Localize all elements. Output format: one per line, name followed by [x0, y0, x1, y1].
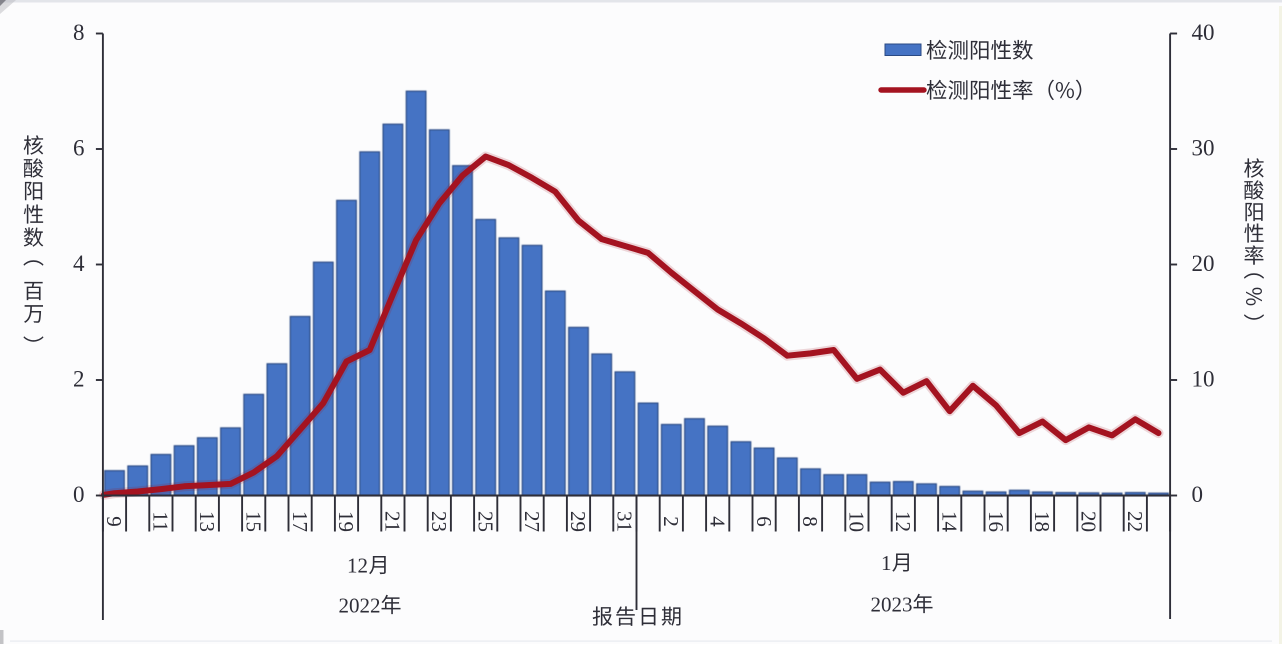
- svg-text:19: 19: [334, 511, 358, 532]
- svg-text:20: 20: [1077, 511, 1101, 532]
- svg-text:30: 30: [1192, 136, 1215, 161]
- svg-text:11: 11: [149, 511, 173, 531]
- svg-text:8: 8: [798, 516, 822, 527]
- svg-text:16: 16: [984, 511, 1008, 532]
- svg-text:13: 13: [195, 511, 219, 532]
- svg-text:31: 31: [613, 511, 637, 532]
- svg-text:2: 2: [659, 516, 683, 527]
- svg-text:2: 2: [73, 367, 85, 392]
- svg-text:25: 25: [473, 511, 497, 532]
- svg-text:12: 12: [347, 554, 368, 578]
- svg-text:23: 23: [427, 511, 451, 532]
- svg-text:8: 8: [73, 20, 85, 45]
- svg-text:2022: 2022: [339, 594, 381, 618]
- svg-text:40: 40: [1192, 20, 1215, 45]
- svg-text:17: 17: [288, 511, 312, 532]
- svg-text:20: 20: [1192, 251, 1215, 276]
- svg-text:27: 27: [520, 511, 544, 532]
- svg-text:0: 0: [73, 482, 85, 507]
- svg-text:2023: 2023: [871, 593, 913, 617]
- svg-text:22: 22: [1123, 511, 1147, 532]
- svg-text:1: 1: [881, 551, 892, 575]
- svg-text:29: 29: [566, 511, 590, 532]
- svg-text:9: 9: [102, 516, 126, 527]
- svg-text:12: 12: [891, 511, 915, 532]
- svg-text:10: 10: [845, 511, 869, 532]
- svg-text:10: 10: [1192, 367, 1215, 392]
- svg-text:6: 6: [752, 516, 776, 527]
- svg-text:6: 6: [73, 136, 85, 161]
- svg-text:21: 21: [381, 511, 405, 532]
- svg-text:4: 4: [73, 251, 85, 276]
- svg-text:0: 0: [1192, 482, 1204, 507]
- svg-text:18: 18: [1030, 511, 1054, 532]
- svg-text:15: 15: [241, 511, 265, 532]
- svg-text:4: 4: [705, 516, 729, 527]
- svg-text:14: 14: [937, 511, 961, 533]
